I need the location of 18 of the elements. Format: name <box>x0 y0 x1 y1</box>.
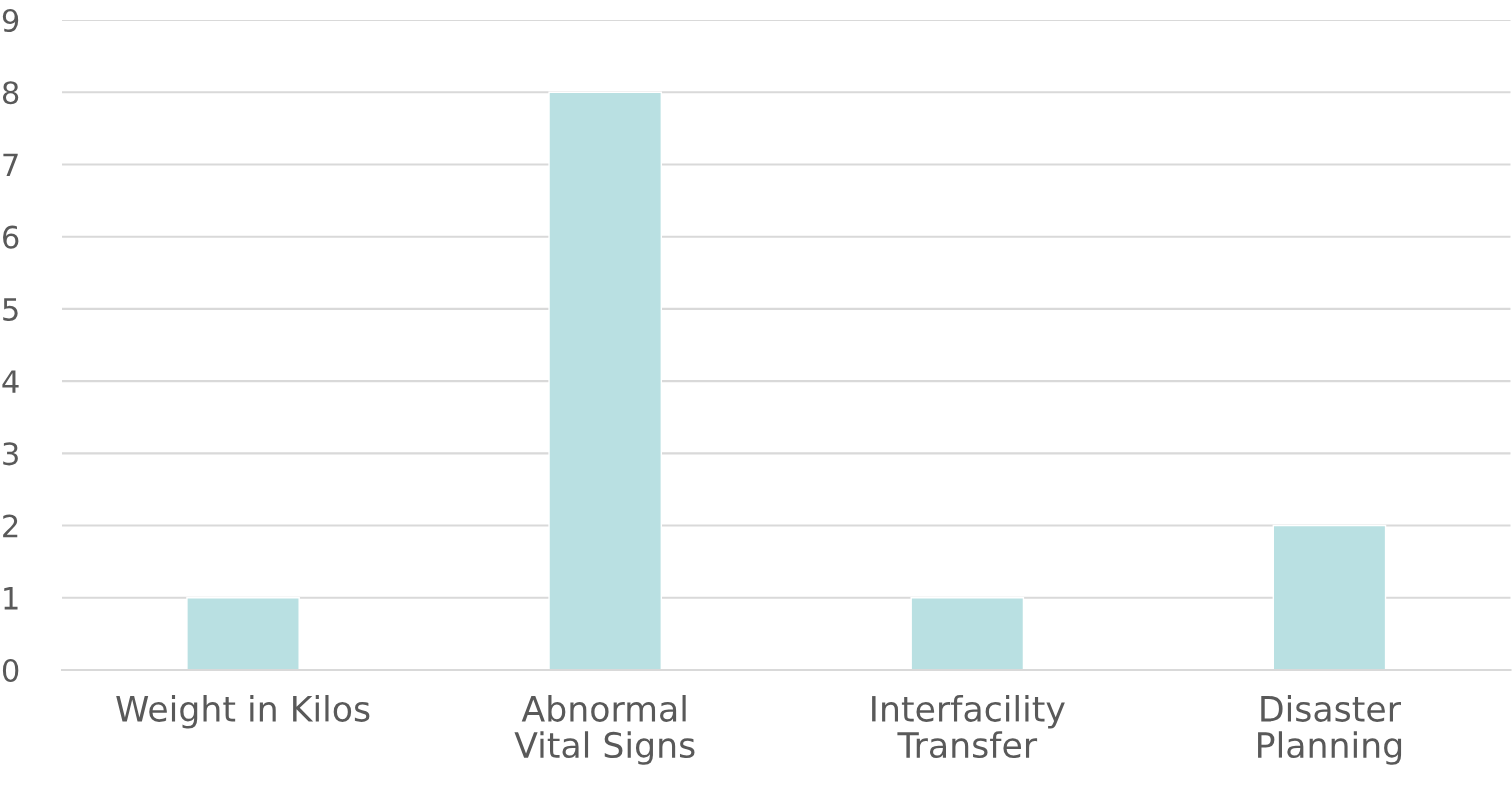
y-tick-label: 1 <box>4 587 18 610</box>
y-tick-label: 5 <box>3 298 18 321</box>
y-tick-label: 3 <box>3 442 18 466</box>
y-tick-label: 4 <box>2 370 19 393</box>
x-tick-label: Disaster Planning <box>1258 695 1402 765</box>
x-tick-label: Interfacility Transfer <box>872 695 1065 759</box>
x-tick-label: Weight in Kilos <box>116 695 370 729</box>
y-tick-label: 9 <box>2 8 19 33</box>
y-tick-label: 8 <box>2 81 19 105</box>
bar <box>910 597 1025 670</box>
x-tick-label: Abnormal Vital Signs <box>514 695 695 765</box>
y-tick-label: 2 <box>3 514 18 538</box>
y-tick-label: 7 <box>3 153 18 177</box>
y-tick-label: 0 <box>2 658 19 683</box>
y-tick-label: 6 <box>3 225 19 249</box>
bar <box>1272 524 1387 670</box>
bar <box>548 91 663 670</box>
bar <box>186 597 300 670</box>
